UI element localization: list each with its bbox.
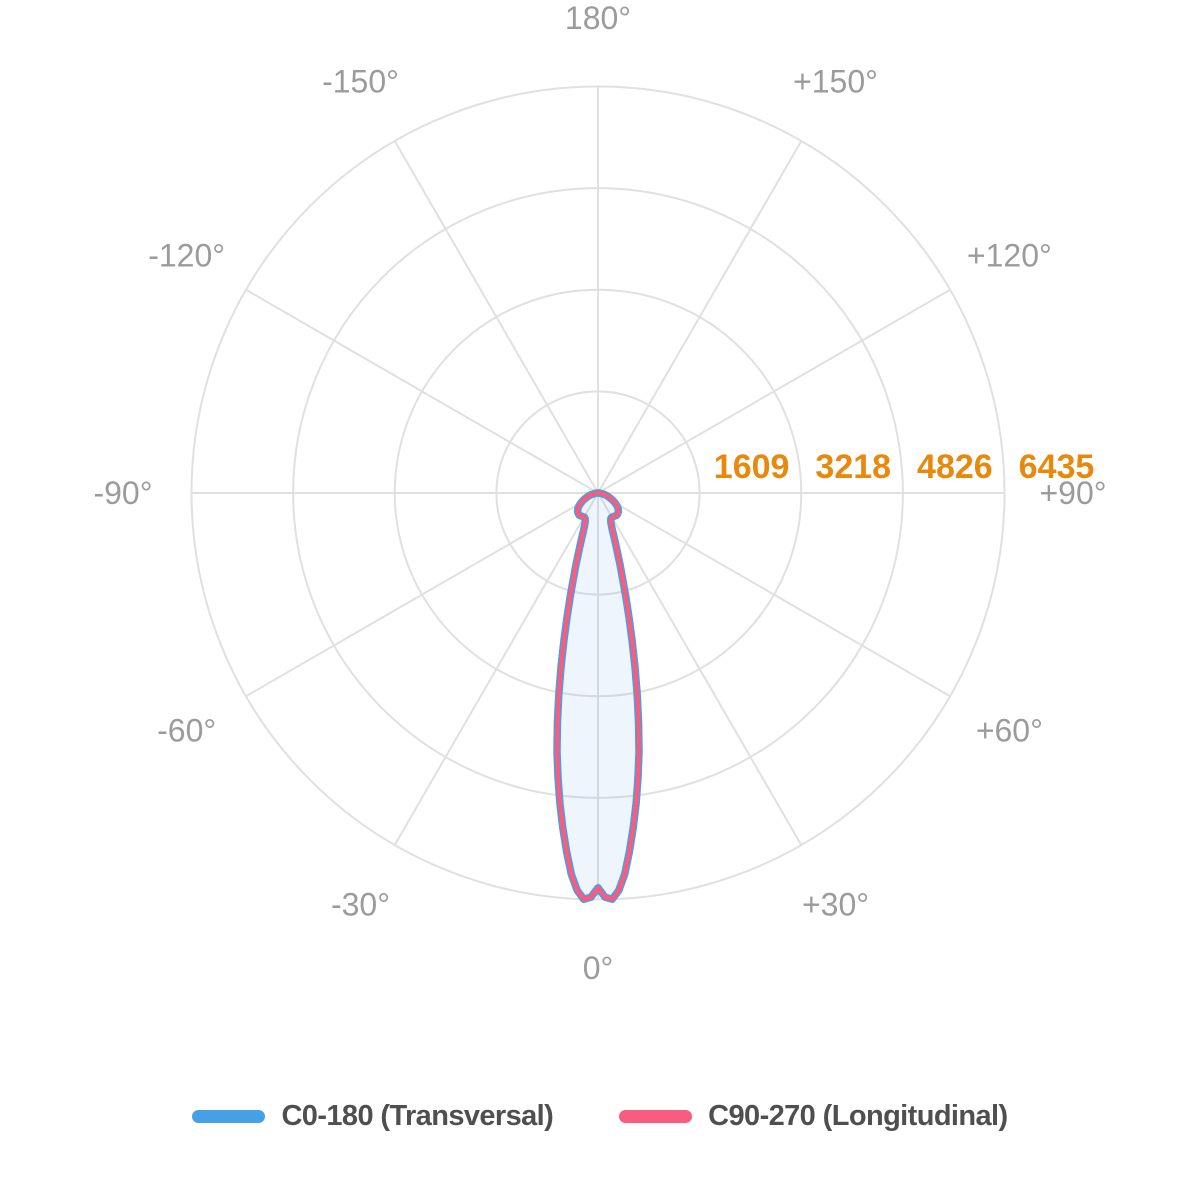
polar-grid-spoke [597, 288, 951, 494]
radial-tick-label: 4826 [917, 448, 993, 486]
legend-item-c90-270[interactable]: C90-270 (Longitudinal) [619, 1100, 1008, 1133]
legend-label-c90-270: C90-270 (Longitudinal) [708, 1100, 1008, 1132]
polar-grid-spoke [597, 492, 951, 698]
polar-grid-spoke [245, 492, 599, 698]
series-curve-c90-270 [554, 490, 642, 902]
radial-tick-label: 1609 [714, 448, 790, 486]
legend-swatch-c90-270 [619, 1110, 693, 1123]
angle-tick-label: +150° [793, 64, 878, 100]
legend-item-c0-180[interactable]: C0-180 (Transversal) [192, 1100, 554, 1133]
chart-legend: C0-180 (Transversal) C90-270 (Longitudin… [0, 1100, 1200, 1133]
angle-tick-label: -60° [157, 713, 216, 749]
polar-grid-spoke [393, 140, 599, 494]
angle-tick-label: +120° [967, 238, 1052, 274]
angle-tick-label: -120° [148, 238, 225, 274]
angle-tick-label: 180° [565, 0, 631, 36]
radial-tick-label: 6435 [1019, 448, 1095, 486]
angle-tick-label: +60° [976, 713, 1043, 749]
angle-tick-label: -30° [331, 886, 390, 922]
radial-tick-label: 3218 [815, 448, 891, 486]
polar-grid-spoke [597, 492, 803, 846]
legend-swatch-c0-180 [192, 1110, 266, 1123]
angle-tick-label: -90° [93, 475, 152, 511]
legend-label-c0-180: C0-180 (Transversal) [281, 1100, 554, 1132]
angle-tick-label: +30° [802, 886, 869, 922]
angle-tick-label: -150° [322, 64, 399, 100]
angle-tick-label: 0° [583, 950, 614, 986]
polar-grid-spoke [393, 492, 599, 846]
beam-fill [557, 493, 639, 900]
angle-tick-label: +90° [1039, 475, 1106, 511]
polar-grid-spoke [597, 140, 803, 494]
polar-grid-spoke [245, 288, 599, 494]
